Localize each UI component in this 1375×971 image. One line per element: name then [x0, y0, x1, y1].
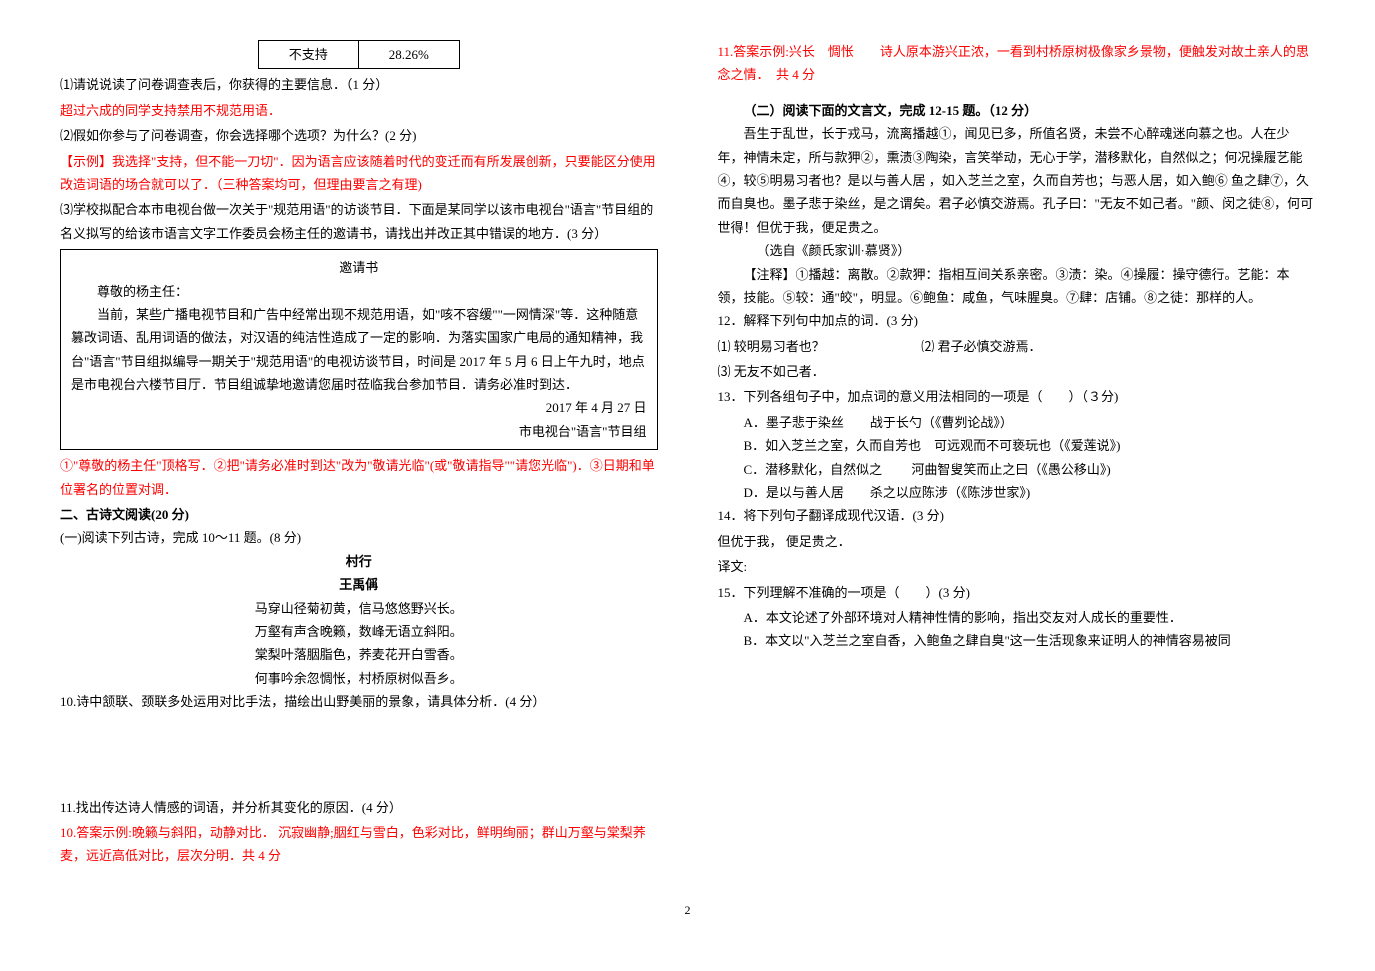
poem-line-4: 何事吟余忽惆怅，村桥原树似吾乡。 — [60, 667, 658, 690]
invite-body: 当前，某些广播电视节目和广告中经常出现不规范用语，如"咳不容缓""一网情深"等．… — [71, 303, 647, 397]
poem-instruction: (一)阅读下列古诗，完成 10～11 题。(8 分) — [60, 526, 658, 549]
question-14: 14．将下列句子翻译成现代汉语．(3 分) — [718, 504, 1316, 527]
invite-signer: 市电视台"语言"节目组 — [71, 420, 647, 443]
question-14-translation: 译文: — [718, 555, 1316, 578]
question-12: 12．解释下列句中加点的词．(3 分) — [718, 309, 1316, 332]
question-13-b: B．如入芝兰之室，久而自芳也 可远观而不可亵玩也（《爱莲说》) — [718, 434, 1316, 457]
question-12-2: ⑵ 君子必慎交游焉． — [921, 339, 1041, 354]
question-12-row: ⑴ 较明易习者也？ ⑵ 君子必慎交游焉． — [718, 335, 1316, 358]
invite-greeting: 尊敬的杨主任： — [71, 280, 647, 303]
blank-space-10 — [60, 716, 658, 796]
question-2: ⑵假如你参与了问卷调查，你会选择哪个选项？为什么？(2 分) — [60, 124, 658, 147]
wenyan-notes: 【注释】①播越：离散。②款狎：指相互间关系亲密。③渍：染。④操履：操守德行。艺能… — [718, 263, 1316, 310]
question-10: 10.诗中颔联、颈联多处运用对比手法，描绘出山野美丽的景象，请具体分析．(4 分… — [60, 690, 658, 713]
invitation-box: 邀请书 尊敬的杨主任： 当前，某些广播电视节目和广告中经常出现不规范用语，如"咳… — [60, 249, 658, 450]
invite-title: 邀请书 — [71, 256, 647, 279]
answer-10: 10.答案示例:晚籁与斜阳，动静对比． 沉寂幽静;胭红与雪白，色彩对比，鲜明绚丽… — [60, 821, 658, 868]
poem-author: 王禹偁 — [60, 573, 658, 596]
section-2-head: 二、古诗文阅读(20 分) — [60, 503, 658, 526]
question-13-c: C．潜移默化，自然似之 河曲智叟笑而止之曰（《愚公移山》) — [718, 458, 1316, 481]
answer-11: 11.答案示例:兴长 惆怅 诗人原本游兴正浓，一看到村桥原树极像家乡景物，便触发… — [718, 40, 1316, 87]
wenyan-p1: 吾生于乱世，长于戎马，流离播越①，闻见已多，所值名贤，未尝不心醉魂迷向慕之也。人… — [718, 122, 1316, 239]
survey-table: 不支持 28.26% — [258, 40, 460, 69]
page-number: 2 — [60, 900, 1315, 922]
question-14-sentence: 但优于我， 便足贵之． — [718, 530, 1316, 553]
answer-3: ①"尊敬的杨主任"顶格写．②把"请务必准时到达"改为"敬请光临"(或"敬请指导"… — [60, 454, 658, 501]
poem-line-2: 万壑有声含晚籁，数峰无语立斜阳。 — [60, 620, 658, 643]
poem-line-3: 棠梨叶落胭脂色，荞麦花开白雪香。 — [60, 643, 658, 666]
question-15-a: A．本文论述了外部环境对人精神性情的影响，指出交友对人成长的重要性． — [718, 606, 1316, 629]
question-12-3: ⑶ 无友不如己者． — [718, 360, 1316, 383]
question-13-d: D．是以与善人居 杀之以应陈涉（《陈涉世家》) — [718, 481, 1316, 504]
poem-title: 村行 — [60, 550, 658, 573]
survey-value: 28.26% — [358, 41, 459, 69]
answer-2: 【示例】我选择"支持，但不能一刀切"．因为语言应该随着时代的变迁而有所发展创新，… — [60, 150, 658, 197]
answer-1: 超过六成的同学支持禁用不规范用语． — [60, 99, 658, 122]
question-13: 13．下列各组句子中，加点词的意义用法相同的一项是（ ）（３分) — [718, 385, 1316, 408]
gap — [60, 870, 658, 880]
question-15: 15．下列理解不准确的一项是（ ）(3 分) — [718, 581, 1316, 604]
section-2b-head: （二）阅读下面的文言文，完成 12-15 题。（12 分） — [718, 99, 1316, 122]
survey-label: 不支持 — [258, 41, 358, 69]
poem-line-1: 马穿山径菊初黄，信马悠悠野兴长。 — [60, 597, 658, 620]
wenyan-source: （选自《颜氏家训·慕贤》） — [718, 239, 1316, 262]
question-1: ⑴请说说读了问卷调查表后，你获得的主要信息．（1 分） — [60, 73, 658, 96]
question-15-b: B．本文以"入芝兰之室自香，入鲍鱼之肆自臭"这一生活现象来证明人的神情容易被同 — [718, 629, 1316, 652]
question-3: ⑶学校拟配合本市电视台做一次关于"规范用语"的访谈节目．下面是某同学以该市电视台… — [60, 198, 658, 245]
question-11: 11.找出传达诗人情感的词语，并分析其变化的原因．(4 分） — [60, 796, 658, 819]
invite-date: 2017 年 4 月 27 日 — [71, 396, 647, 419]
question-13-a: A．墨子悲于染丝 战于长勺（《曹刿论战》） — [718, 411, 1316, 434]
gap2 — [718, 89, 1316, 99]
question-12-1: ⑴ 较明易习者也？ — [718, 339, 825, 354]
